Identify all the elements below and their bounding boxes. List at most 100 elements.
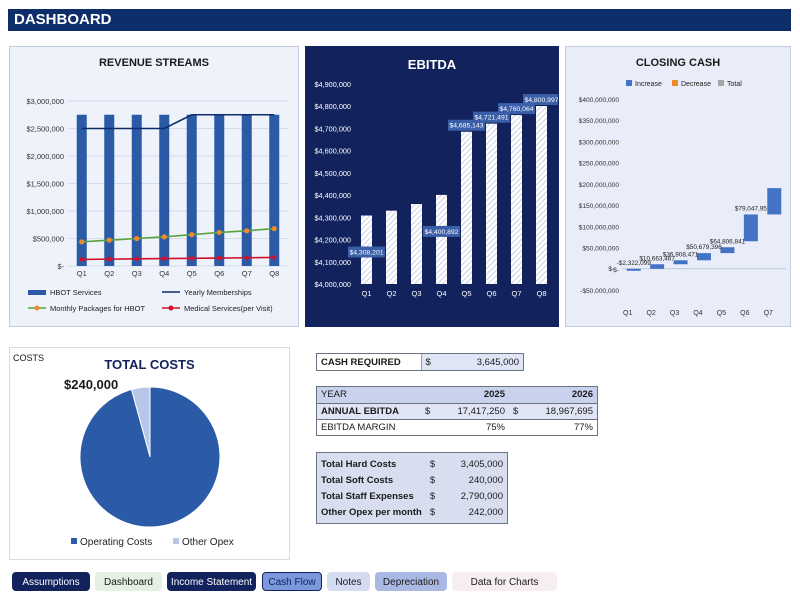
medical-marker [189,256,194,261]
data-label-box [473,111,510,123]
revenue-streams-panel: REVENUE STREAMS $- $500,000 $1,000,000 $1,5… [9,46,299,327]
x-tick-label: Q2 [104,269,114,278]
x-tick-label: Q7 [764,310,773,317]
tab-cash-flow[interactable]: Cash Flow [262,572,322,591]
legend-marker [168,305,174,311]
y-tick-label: $4,300,000 [314,213,351,222]
legend-swatch [672,80,678,86]
y-tick-label: $400,000,000 [579,97,620,104]
ebitda-bar [436,194,447,284]
tab-assumptions[interactable]: Assumptions [12,572,90,591]
legend-label: Medical Services(per Visit) [184,304,273,313]
annual-ebitda-2025: 17,417,250 [457,405,505,417]
waterfall-bar [626,268,641,271]
y-tick-label: $100,000,000 [579,224,620,231]
costs-row-currency: $ [429,458,436,470]
costs-row-value: 2,790,000 [460,490,503,502]
legend-swatch [173,538,179,544]
cash-required-currency: $ [425,356,431,368]
packages-marker [271,226,277,232]
ebitda-chart: $4,000,000 $4,100,000 $4,200,000 $4,300,000… [314,80,558,298]
data-label-box [498,103,535,115]
annual-ebitda-row: ANNUAL EBITDA $ 17,417,250 $ 18,967,695 [317,403,597,419]
data-label: $50,679,396 [686,244,722,251]
legend-label: Decrease [681,81,711,88]
y-tick-label: $4,000,000 [314,280,351,289]
tab-income-statement[interactable]: Income Statement [167,572,256,591]
cash-required-label: CASH REQUIRED [317,354,422,370]
series-line [81,256,275,261]
data-label: $10,663,467 [639,255,675,262]
tab-depreciation[interactable]: Depreciation [375,572,447,591]
closing-cash-title: CLOSING CASH [635,57,721,69]
ebitda-margin-2025: 75% [485,421,505,433]
y-tick-label: $4,900,000 [314,80,351,89]
y-tick-label: $200,000,000 [579,182,620,189]
costs-row: Total Soft Costs $ 240,000 [317,472,507,488]
hbot-bar [214,114,225,266]
ebitda-bar [386,210,397,284]
costs-row-value: 240,000 [468,474,503,486]
waterfall-bar [767,188,782,215]
closing-cash-panel: CLOSING CASH -$50,000,000 $- $50,000,000 $1… [565,46,791,327]
y-tick-label: $4,400,000 [314,191,351,200]
costs-row-label: Total Soft Costs [321,474,394,486]
x-tick-label: Q7 [242,269,252,278]
costs-summary-table: Total Hard Costs $ 3,405,000 Total Soft … [316,452,508,524]
zero-label: $- [608,266,614,273]
tab-notes[interactable]: Notes [327,572,370,591]
legend-label: Increase [635,81,662,88]
packages-marker [161,234,167,240]
costs-row: Total Staff Expenses $ 2,790,000 [317,488,507,504]
ebitda-bar [486,123,497,284]
x-tick-label: Q3 [670,310,679,317]
y-tick-label: $500,000 [33,235,64,244]
legend-swatch [28,290,46,295]
x-tick-label: Q4 [693,310,702,317]
y-tick-label: $4,800,000 [314,102,351,111]
x-tick-label: Q4 [159,269,169,278]
hbot-bar [76,114,87,266]
ebitda-bar [461,131,472,284]
year-2025: 2025 [483,389,505,401]
y-tick-label: $250,000,000 [579,161,620,168]
waterfall-bar [720,247,735,254]
costs-row: Total Hard Costs $ 3,405,000 [317,456,507,472]
y-tick-label: $4,200,000 [314,236,351,245]
y-tick-label: $- [613,267,619,274]
x-tick-label: Q2 [646,310,655,317]
legend-label: Yearly Memberships [184,288,252,297]
revenue-streams-title: REVENUE STREAMS [98,57,210,69]
y-tick-label: $4,100,000 [314,258,351,267]
data-label: $4,685,143 [449,123,483,130]
total-costs-panel: COSTS TOTAL COSTS $240,000 Operating Cos… [9,347,290,560]
x-tick-label: Q2 [386,289,396,298]
y-tick-label: $- [57,262,64,271]
tab-data-for-charts[interactable]: Data for Charts [452,572,557,591]
costs-row-value: 3,405,000 [460,458,503,470]
data-label: $36,908,471 [663,251,699,258]
ebitda-margin-2026: 77% [573,421,593,433]
ebitda-bar [536,106,547,284]
data-label-box [423,225,460,237]
data-label-box [523,94,558,106]
tab-dashboard[interactable]: Dashboard [95,572,162,591]
legend-label: Total [727,81,742,88]
y-tick-label: -$50,000,000 [580,288,619,295]
waterfall-bar [743,214,758,242]
y-tick-label: $4,500,000 [314,169,351,178]
costs-row-currency: $ [429,506,436,518]
y-tick-label: $3,000,000 [26,97,64,106]
medical-marker [162,256,167,261]
medical-marker [79,257,84,262]
waterfall-bar [650,264,665,269]
x-tick-label: Q1 [361,289,371,298]
x-tick-label: Q1 [623,310,632,317]
x-tick-label: Q6 [740,310,749,317]
pie-slice-operating-costs [79,386,221,528]
x-tick-label: Q3 [132,269,142,278]
annual-ebitda-label: ANNUAL EBITDA [321,405,399,417]
ebitda-summary-table: YEAR 2025 2026 ANNUAL EBITDA $ 17,417,25… [316,386,598,436]
data-label: $79,047,95 [735,205,767,212]
legend-label: HBOT Services [50,288,102,297]
